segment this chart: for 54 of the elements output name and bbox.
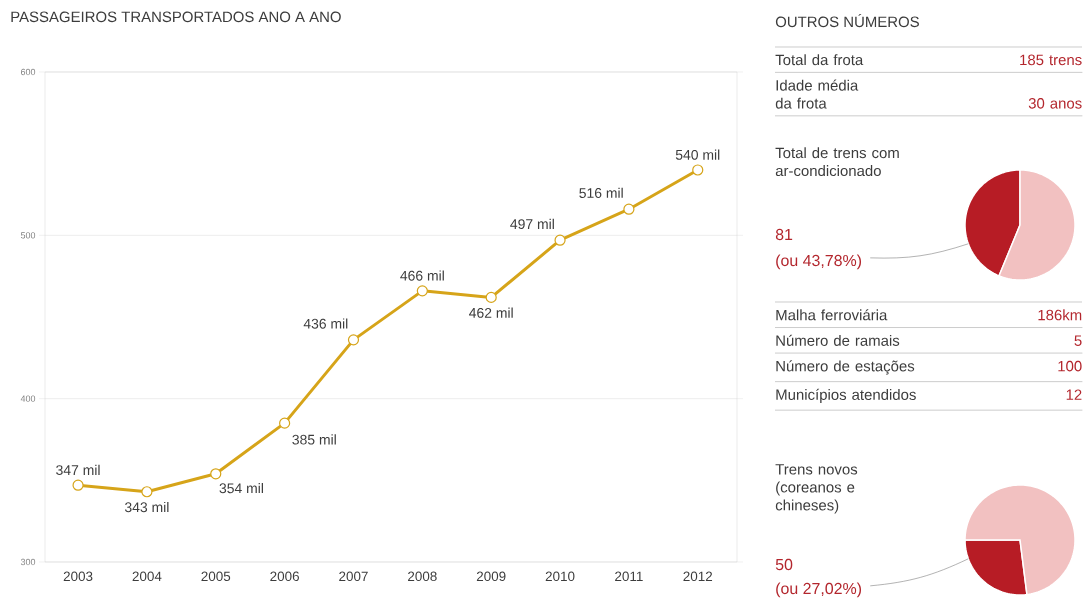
text: OUTROS NÚMEROS xyxy=(775,14,919,28)
text: Trens novos (coreanos e chineses) xyxy=(775,464,858,514)
data-label: 385 mil xyxy=(292,434,336,445)
text: 5 xyxy=(1074,335,1082,346)
data-label: 347 mil xyxy=(56,464,100,476)
x-tick-label: 2004 xyxy=(132,571,162,582)
data-label: 343 mil xyxy=(124,501,169,513)
y-tick-label: 400 xyxy=(20,395,36,402)
x-tick-label: 2012 xyxy=(683,571,713,582)
x-tick-label: 2003 xyxy=(63,571,93,582)
text: 50 xyxy=(775,558,793,571)
text: Total da frota xyxy=(775,54,864,66)
y-tick-label: 600 xyxy=(20,68,36,76)
x-tick-label: 2006 xyxy=(270,571,299,582)
data-label: 516 mil xyxy=(579,187,623,198)
text: 186km xyxy=(1038,309,1082,321)
point xyxy=(554,234,566,246)
y-tick-label: 500 xyxy=(20,232,36,239)
data-label: 462 mil xyxy=(469,307,513,318)
point xyxy=(485,291,497,303)
data-label: 540 mil xyxy=(675,149,720,160)
text: 30 anos xyxy=(1028,98,1082,109)
chart-title: PASSAGEIROS TRANSPORTADOS ANO A ANO xyxy=(11,11,341,23)
text: (ou 43,78%) xyxy=(776,254,862,270)
x-tick-label: 2010 xyxy=(545,571,575,582)
point xyxy=(692,164,704,176)
point xyxy=(72,479,84,491)
x-tick-label: 2009 xyxy=(476,571,506,582)
y-tick-label: 300 xyxy=(20,558,36,566)
point xyxy=(347,334,360,346)
x-tick-label: 2011 xyxy=(615,571,643,582)
x-tick-label: 2005 xyxy=(201,571,231,582)
point xyxy=(210,468,222,480)
text: 185 trens xyxy=(1020,54,1082,66)
text: 81 xyxy=(775,228,793,241)
x-tick-label: 2007 xyxy=(339,571,368,582)
text: Malha ferroviária xyxy=(776,309,888,321)
point xyxy=(141,486,153,498)
text: (ou 27,02%) xyxy=(776,582,862,598)
data-label: 436 mil xyxy=(303,318,348,329)
data-label: 354 mil xyxy=(219,482,263,494)
text: Número de estações xyxy=(776,360,915,375)
point xyxy=(416,285,428,297)
text: Total de trens com ar-condicionado xyxy=(775,147,899,177)
text: Número de ramais xyxy=(776,334,900,346)
data-label: 497 mil xyxy=(510,218,554,230)
text: 12 xyxy=(1066,389,1082,400)
point xyxy=(623,203,635,215)
point xyxy=(279,417,291,429)
data-label: 466 mil xyxy=(400,270,444,281)
text: Idade média da frota xyxy=(775,79,859,109)
x-tick-label: 2008 xyxy=(408,571,437,582)
text: 100 xyxy=(1058,360,1082,372)
text: Municípios atendidos xyxy=(776,388,916,403)
